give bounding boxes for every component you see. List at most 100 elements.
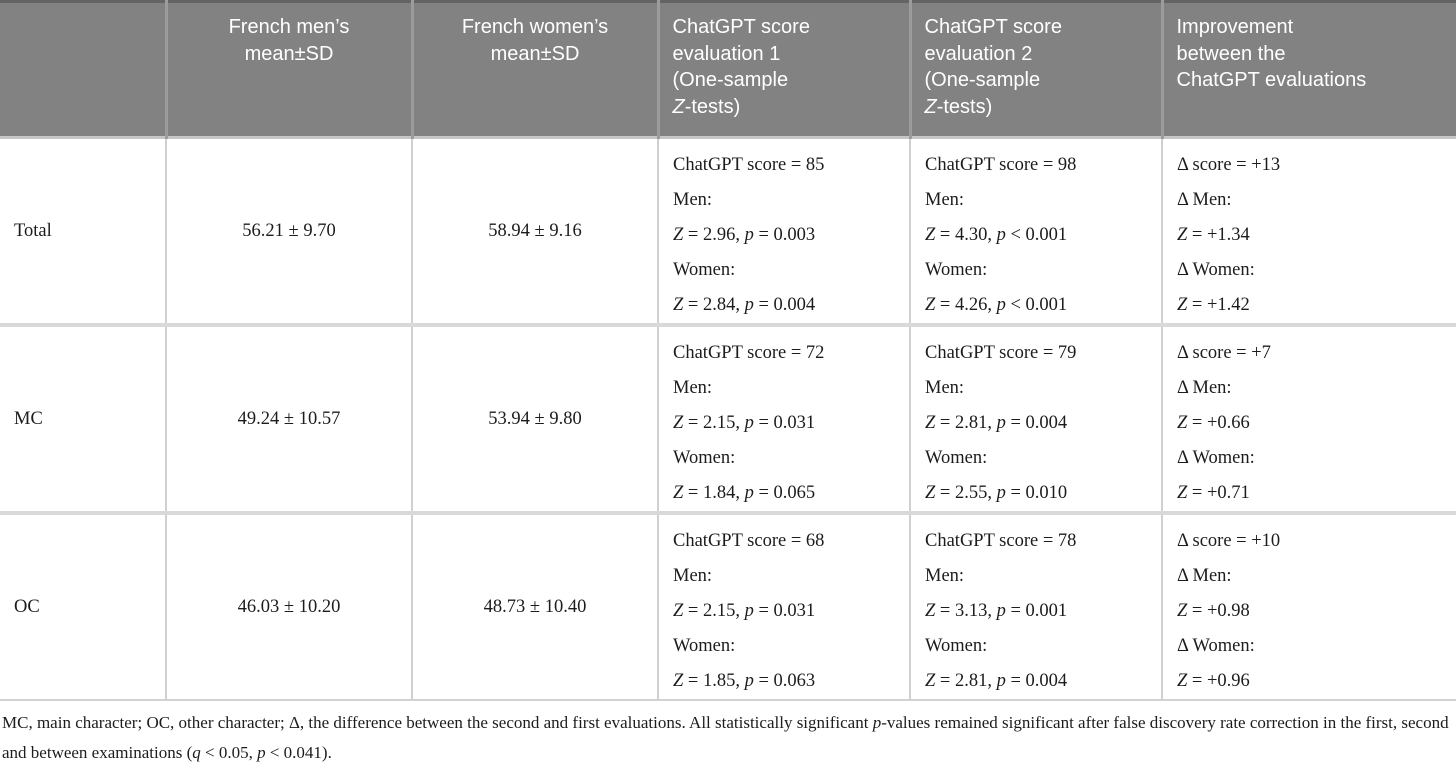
stat-line: Z = +0.98 xyxy=(1177,594,1444,629)
text-segment: Δ Men: xyxy=(1177,378,1232,398)
women-mean-cell: 58.94 ± 9.16 xyxy=(411,137,658,325)
stat-line: Z = 4.26, p < 0.001 xyxy=(925,288,1149,323)
text-segment: = 0.010 xyxy=(1005,483,1068,503)
text-segment: Z xyxy=(1177,671,1188,691)
text-segment: ChatGPT score = 68 xyxy=(673,531,825,551)
stat-line: Z = +0.71 xyxy=(1177,476,1444,511)
text-segment: < 0.001 xyxy=(1005,225,1068,245)
women-mean-cell: 48.73 ± 10.40 xyxy=(411,511,658,700)
text-segment: Z xyxy=(673,671,684,691)
text-segment: < 0.05, xyxy=(200,743,258,762)
row-label-cell: MC xyxy=(0,323,166,513)
stat-line: ChatGPT score = 98 xyxy=(925,148,1149,183)
text-segment: Men: xyxy=(925,190,965,210)
text-segment: p xyxy=(744,413,754,433)
text-segment: = 0.031 xyxy=(753,413,816,433)
stat-line: Δ Women: xyxy=(1177,629,1444,664)
stat-line: Z = 2.84, p = 0.004 xyxy=(673,288,897,323)
text-segment: q xyxy=(192,743,201,762)
text-segment: Δ Men: xyxy=(1177,566,1232,586)
stat-line: Men: xyxy=(673,559,897,594)
men-mean-cell: 46.03 ± 10.20 xyxy=(165,511,412,700)
results-table: French men’s mean±SD French women’s mean… xyxy=(0,0,1456,701)
text-segment: = 4.30, xyxy=(935,225,997,245)
stat-line: Z = +0.96 xyxy=(1177,664,1444,699)
text-segment: Men: xyxy=(673,190,713,210)
text-segment: p xyxy=(996,601,1006,621)
text-segment: Z xyxy=(673,295,684,315)
text-segment: Z xyxy=(673,225,684,245)
text-segment: Women: xyxy=(673,448,736,468)
text-segment: p xyxy=(744,295,754,315)
text-segment: p xyxy=(744,671,754,691)
stat-line: Z = 2.55, p = 0.010 xyxy=(925,476,1149,511)
stat-line: Δ Men: xyxy=(1177,559,1444,594)
text-segment: = +0.71 xyxy=(1187,483,1250,503)
eval1-cell: ChatGPT score = 68 Men: Z = 2.15, p = 0.03… xyxy=(657,511,910,700)
text-segment: Δ Women: xyxy=(1177,260,1255,280)
eval2-cell: ChatGPT score = 78 Men: Z = 3.13, p = 0.00… xyxy=(909,511,1162,700)
text-segment: Z xyxy=(925,295,936,315)
stat-line: ChatGPT score = 85 xyxy=(673,148,897,183)
text-segment: = +1.34 xyxy=(1187,225,1250,245)
text-segment: < 0.041). xyxy=(265,743,332,762)
text-segment: ChatGPT score = 98 xyxy=(925,155,1077,175)
eval1-cell: ChatGPT score = 85 Men: Z = 2.96, p = 0.00… xyxy=(657,137,910,325)
stat-line: ChatGPT score = 72 xyxy=(673,336,897,371)
text-segment: = +0.98 xyxy=(1187,601,1250,621)
text-segment: = 2.15, xyxy=(683,601,745,621)
text-segment: Z xyxy=(1177,483,1188,503)
text-segment: Men: xyxy=(673,378,713,398)
text-segment: Z xyxy=(925,483,936,503)
stat-line: Δ score = +7 xyxy=(1177,336,1444,371)
text-segment: = 2.15, xyxy=(683,413,745,433)
stat-line: Z = 3.13, p = 0.001 xyxy=(925,594,1149,629)
text-segment: Z xyxy=(924,95,937,118)
men-mean-cell: 49.24 ± 10.57 xyxy=(165,323,412,513)
men-mean-cell: 56.21 ± 9.70 xyxy=(165,137,412,325)
table-row-mc: MC 49.24 ± 10.57 53.94 ± 9.80 ChatGPT sc… xyxy=(0,323,1456,513)
column-header-eval2: ChatGPT score evaluation 2 (One-sample Z… xyxy=(908,1,1162,138)
stat-line: Men: xyxy=(673,183,897,218)
text-segment: = 2.81, xyxy=(935,671,997,691)
text-segment: = 0.063 xyxy=(753,671,816,691)
eval2-cell: ChatGPT score = 79 Men: Z = 2.81, p = 0.00… xyxy=(909,323,1162,513)
column-header-improvement: Improvement between the ChatGPT evaluati… xyxy=(1160,1,1456,138)
text-segment: Z xyxy=(1177,295,1188,315)
text-segment: Δ Women: xyxy=(1177,448,1255,468)
text-segment: ChatGPT score evaluation 2 (One-sample xyxy=(924,16,1062,91)
stat-line: Δ Men: xyxy=(1177,371,1444,406)
text-segment: Z xyxy=(673,601,684,621)
stat-line: Women: xyxy=(925,253,1149,288)
text-segment: ChatGPT score = 78 xyxy=(925,531,1077,551)
stat-line: Z = 2.81, p = 0.004 xyxy=(925,406,1149,441)
stat-line: Δ score = +10 xyxy=(1177,524,1444,559)
text-segment: ChatGPT score = 85 xyxy=(673,155,825,175)
text-segment: MC, main character; OC, other character;… xyxy=(2,713,873,732)
stat-line: Women: xyxy=(673,253,897,288)
text-segment: = 0.004 xyxy=(1005,671,1068,691)
text-segment: = +0.66 xyxy=(1187,413,1250,433)
column-header-eval1: ChatGPT score evaluation 1 (One-sample Z… xyxy=(656,1,910,138)
text-segment: p xyxy=(996,483,1006,503)
text-segment: = 0.001 xyxy=(1005,601,1068,621)
stat-line: Z = 2.96, p = 0.003 xyxy=(673,218,897,253)
text-segment: Z xyxy=(925,601,936,621)
text-segment: = 0.003 xyxy=(753,225,816,245)
column-header-french-men: French men’s mean±SD xyxy=(164,1,412,138)
stat-line: Z = 2.15, p = 0.031 xyxy=(673,594,897,629)
text-segment: = 3.13, xyxy=(935,601,997,621)
text-segment: Women: xyxy=(925,260,988,280)
text-segment: Δ score = +13 xyxy=(1177,155,1281,175)
stat-line: Z = 2.15, p = 0.031 xyxy=(673,406,897,441)
stat-line: Men: xyxy=(925,183,1149,218)
text-segment: Z xyxy=(672,95,685,118)
text-segment: < 0.001 xyxy=(1005,295,1068,315)
stat-line: Z = +1.42 xyxy=(1177,288,1444,323)
text-segment: Z xyxy=(1177,225,1188,245)
table-row-total: Total 56.21 ± 9.70 58.94 ± 9.16 ChatGPT … xyxy=(0,137,1456,325)
stat-line: Women: xyxy=(925,629,1149,664)
text-segment: = 0.004 xyxy=(1005,413,1068,433)
text-segment: Men: xyxy=(673,566,713,586)
column-header-row-label xyxy=(0,1,166,138)
